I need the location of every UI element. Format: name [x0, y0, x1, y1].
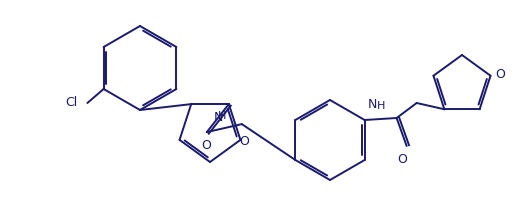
Text: H: H — [218, 111, 226, 121]
Text: O: O — [201, 139, 211, 152]
Text: N: N — [368, 98, 377, 111]
Text: O: O — [239, 135, 249, 148]
Text: H: H — [377, 101, 385, 111]
Text: N: N — [213, 111, 223, 124]
Text: O: O — [495, 68, 505, 81]
Text: Cl: Cl — [65, 97, 77, 109]
Text: O: O — [398, 153, 408, 166]
